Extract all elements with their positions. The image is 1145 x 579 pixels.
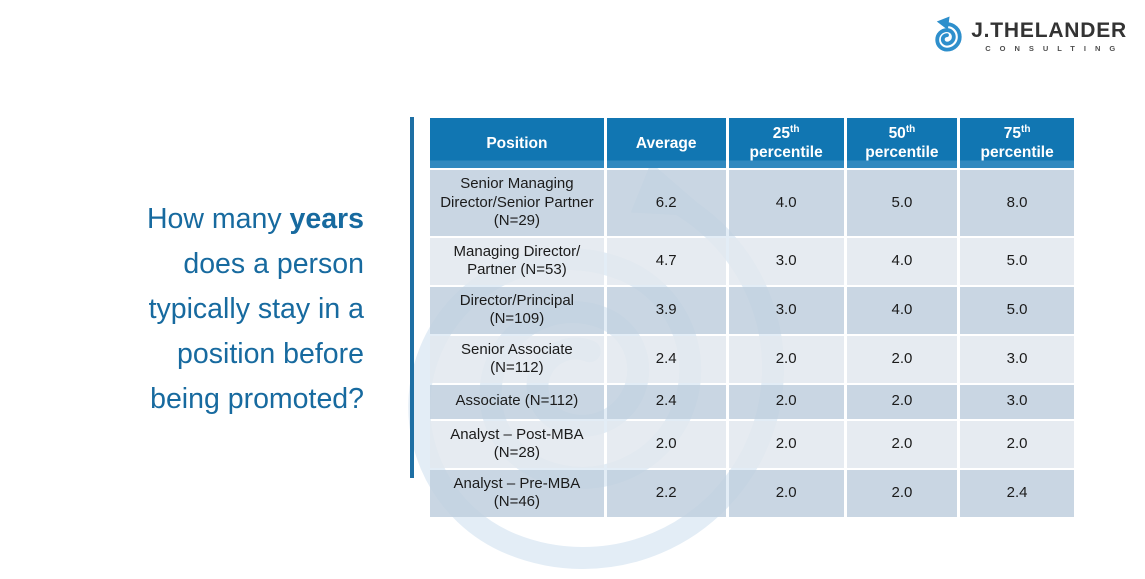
table-row: Analyst – Pre-MBA (N=46) 2.2 2.0 2.0 2.4 (430, 469, 1074, 517)
value-cell: 3.0 (960, 384, 1074, 419)
brand-logo: J.THELANDER CONSULTING (930, 16, 1127, 56)
value-cell: 2.0 (846, 469, 958, 517)
value-cell: 3.0 (728, 286, 844, 334)
brand-name: J.THELANDER (971, 18, 1127, 42)
question-title: How many years does a person typically s… (72, 197, 364, 422)
value-cell: 4.0 (846, 286, 958, 334)
value-cell: 2.0 (728, 384, 844, 419)
value-cell: 3.0 (728, 237, 844, 285)
table-row: Director/Principal (N=109) 3.9 3.0 4.0 5.0 (430, 286, 1074, 334)
value-cell: 2.4 (960, 469, 1074, 517)
header-label: Position (486, 134, 548, 152)
value-cell: 2.0 (728, 335, 844, 383)
header-label: percentile (865, 144, 939, 161)
value-cell: 2.0 (728, 420, 844, 468)
value-cell: 5.0 (960, 237, 1074, 285)
header-label: 50th (888, 123, 916, 142)
brand-text: J.THELANDER CONSULTING (971, 18, 1127, 53)
value-cell: 2.0 (606, 420, 726, 468)
table-row: Analyst – Post-MBA (N=28) 2.0 2.0 2.0 2.0 (430, 420, 1074, 468)
value-cell: 2.0 (846, 384, 958, 419)
header-row: Position Average 25th percentile 50th pe… (430, 118, 1074, 168)
value-cell: 5.0 (960, 286, 1074, 334)
table-row: Senior Managing Director/Senior Partner … (430, 170, 1074, 236)
column-header-average: Average (606, 118, 726, 168)
value-cell: 4.0 (846, 237, 958, 285)
column-header-50th-percentile: 50th percentile (846, 118, 958, 168)
header-label: percentile (749, 144, 823, 161)
position-cell: Associate (N=112) (430, 384, 604, 419)
position-cell: Senior Managing Director/Senior Partner … (430, 170, 604, 236)
table-body: Senior Managing Director/Senior Partner … (430, 170, 1074, 517)
title-line: typically stay in a (148, 293, 364, 325)
value-cell: 2.0 (728, 469, 844, 517)
value-cell: 4.0 (728, 170, 844, 236)
title-line: being promoted? (150, 383, 364, 415)
header-label: Average (635, 134, 697, 152)
table-header: Position Average 25th percentile 50th pe… (430, 118, 1074, 168)
column-header-75th-percentile: 75th percentile (960, 118, 1074, 168)
title-line: does a person (183, 248, 364, 280)
vertical-divider (410, 117, 414, 478)
value-cell: 2.2 (606, 469, 726, 517)
column-header-position: Position (430, 118, 604, 168)
column-header-25th-percentile: 25th percentile (728, 118, 844, 168)
value-cell: 2.0 (960, 420, 1074, 468)
header-label: 25th (772, 123, 800, 142)
promotion-years-table: Position Average 25th percentile 50th pe… (427, 116, 1077, 519)
value-cell: 8.0 (960, 170, 1074, 236)
value-cell: 2.4 (606, 384, 726, 419)
table-row: Managing Director/ Partner (N=53) 4.7 3.0 4… (430, 237, 1074, 285)
position-cell: Analyst – Post-MBA (N=28) (430, 420, 604, 468)
title-line: position before (177, 338, 364, 370)
value-cell: 5.0 (846, 170, 958, 236)
value-cell: 6.2 (606, 170, 726, 236)
logo-spiral-icon (935, 16, 962, 52)
position-cell: Managing Director/ Partner (N=53) (430, 237, 604, 285)
value-cell: 2.0 (846, 335, 958, 383)
brand-subtitle: CONSULTING (985, 43, 1125, 53)
value-cell: 3.9 (606, 286, 726, 334)
value-cell: 4.7 (606, 237, 726, 285)
value-cell: 2.4 (606, 335, 726, 383)
position-cell: Director/Principal (N=109) (430, 286, 604, 334)
header-label: 75th (1003, 123, 1031, 142)
value-cell: 3.0 (960, 335, 1074, 383)
title-line: How many years (72, 197, 364, 242)
position-cell: Analyst – Pre-MBA (N=46) (430, 469, 604, 517)
position-cell: Senior Associate (N=112) (430, 335, 604, 383)
header-label: percentile (980, 144, 1054, 161)
table-row: Senior Associate (N=112) 2.4 2.0 2.0 3.0 (430, 335, 1074, 383)
table-row: Associate (N=112) 2.4 2.0 2.0 3.0 (430, 384, 1074, 419)
title-text: How many (146, 203, 290, 235)
title-bold-word: years (289, 203, 365, 235)
value-cell: 2.0 (846, 420, 958, 468)
